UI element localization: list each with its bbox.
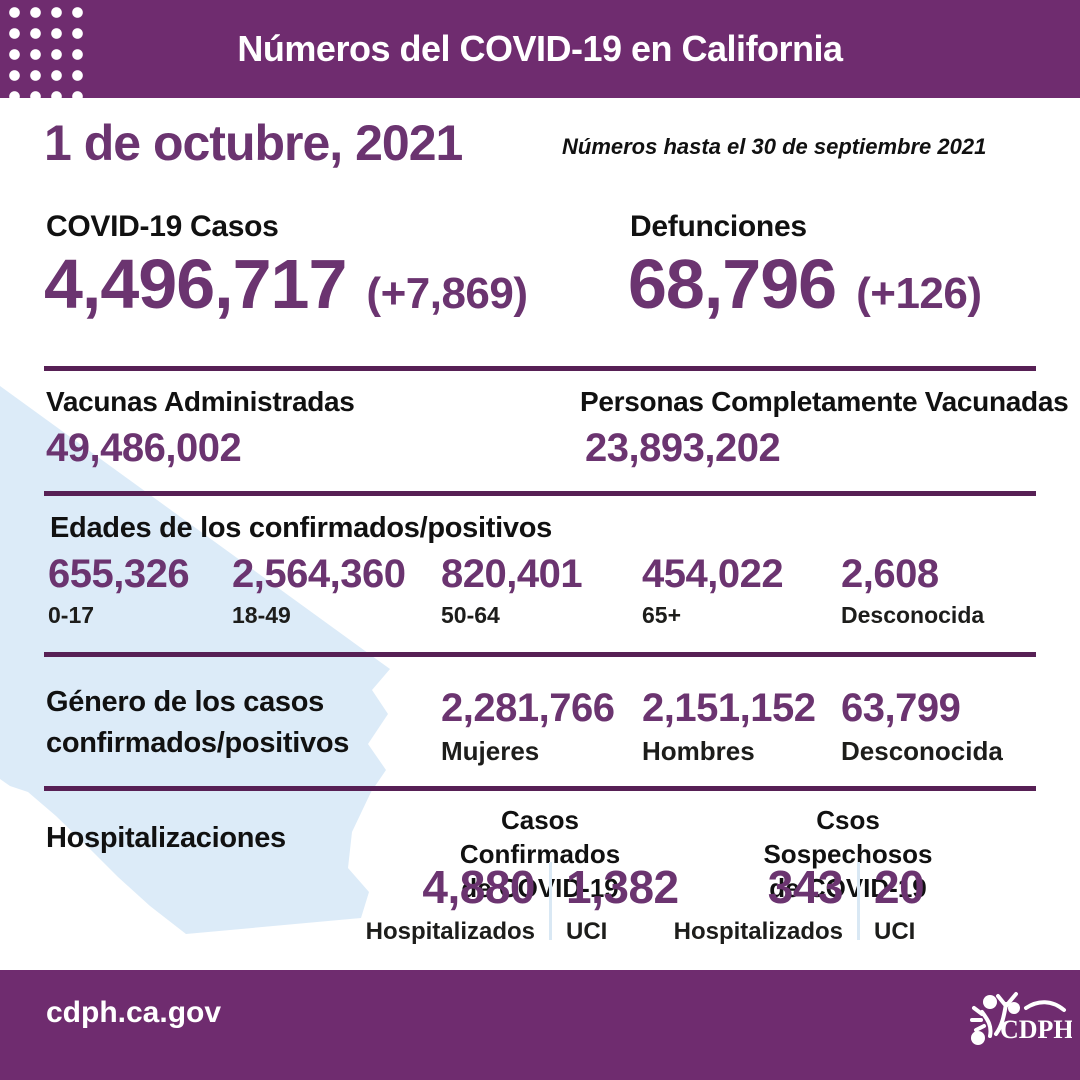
date-heading: 1 de octubre, 2021 <box>44 115 463 171</box>
suspected-hospitalized-value: 343 <box>767 861 844 913</box>
cases-label: COVID-19 Casos <box>46 210 279 243</box>
suspected-icu-value: 20 <box>874 861 925 913</box>
gender-male-value: 2,151,152 <box>642 686 816 730</box>
dot-grid-decoration <box>4 2 92 98</box>
divider-3 <box>44 652 1036 657</box>
vaccines-administered-label: Vacunas Administradas <box>46 386 355 417</box>
ages-65plus-label: 65+ <box>642 602 682 628</box>
cdph-logo-text: CDPH <box>1000 1015 1072 1044</box>
cases-value: 4,496,717 <box>44 245 347 323</box>
suspected-cases-header: Csos Sospechosos de COVID-19 <box>733 804 963 905</box>
ages-unknown-label: Desconocida <box>841 602 985 628</box>
confirmed-icu-cell: 1,382 UCI <box>566 864 679 947</box>
confirmed-icu-value: 1,382 <box>566 861 679 913</box>
deaths-stat: 68,796 (+126) <box>628 245 982 323</box>
suspected-cases-header-line1: Csos Sospechosos <box>763 805 933 869</box>
gender-unknown-label: Desconocida <box>841 736 1003 766</box>
footer-bar <box>0 970 1080 1080</box>
deaths-label: Defunciones <box>630 210 807 243</box>
ages-0-17-label: 0-17 <box>48 602 95 628</box>
gender-unknown-value: 63,799 <box>841 686 961 730</box>
header-bar: Números del COVID-19 en California <box>0 0 1080 98</box>
hospitalizations-section-label: Hospitalizaciones <box>46 822 286 854</box>
ages-0-17-value: 655,326 <box>48 552 190 596</box>
page-title: Números del COVID-19 en California <box>237 28 843 69</box>
suspected-hospitalized-label: Hospitalizados <box>673 918 843 945</box>
suspected-cases-header-line2: de COVID-19 <box>769 872 927 903</box>
confirmed-cell-divider <box>549 862 552 940</box>
footer-url: cdph.ca.gov <box>46 996 222 1029</box>
ages-65plus-value: 454,022 <box>642 552 784 596</box>
cases-delta: (+7,869) <box>366 269 528 318</box>
divider-4 <box>44 786 1036 791</box>
confirmed-icu-label: UCI <box>566 918 608 945</box>
suspected-hospitalized-cell: 343 Hospitalizados <box>640 861 844 947</box>
divider-1 <box>44 366 1036 371</box>
cdph-logo: CDPH <box>970 992 1072 1045</box>
vaccines-administered-value: 49,486,002 <box>46 426 242 470</box>
ages-50-64-value: 820,401 <box>441 552 583 596</box>
fully-vaccinated-value: 23,893,202 <box>585 426 781 470</box>
ages-18-49-value: 2,564,360 <box>232 552 406 596</box>
gender-male-label: Hombres <box>642 736 755 766</box>
as-of-note: Números hasta el 30 de septiembre 2021 <box>562 134 987 159</box>
ages-section-label: Edades de los confirmados/positivos <box>50 512 552 544</box>
suspected-cell-divider <box>857 862 860 940</box>
divider-2 <box>44 491 1036 496</box>
ages-18-49-label: 18-49 <box>232 602 291 628</box>
confirmed-cases-header-line2: de COVID-19 <box>461 872 619 903</box>
confirmed-cases-header: Casos Confirmados de COVID-19 <box>425 804 655 905</box>
cases-stat: 4,496,717 (+7,869) <box>44 245 528 323</box>
gender-section-label: Género de los casos confirmados/positivo… <box>46 686 350 759</box>
confirmed-cases-header-line1: Casos Confirmados <box>459 805 621 869</box>
deaths-delta: (+126) <box>856 269 982 318</box>
suspected-icu-cell: 20 UCI <box>874 861 925 947</box>
ages-unknown-value: 2,608 <box>841 552 939 596</box>
confirmed-hospitalized-label: Hospitalizados <box>365 918 535 945</box>
confirmed-hospitalized-value: 4,880 <box>422 861 535 913</box>
confirmed-hospitalized-cell: 4,880 Hospitalizados <box>330 861 536 947</box>
fully-vaccinated-label: Personas Completamente Vacunadas <box>580 386 1069 417</box>
deaths-value: 68,796 <box>628 245 837 323</box>
gender-female-label: Mujeres <box>441 736 540 766</box>
gender-female-value: 2,281,766 <box>441 686 615 730</box>
suspected-icu-label: UCI <box>874 918 916 945</box>
ages-50-64-label: 50-64 <box>441 602 500 628</box>
